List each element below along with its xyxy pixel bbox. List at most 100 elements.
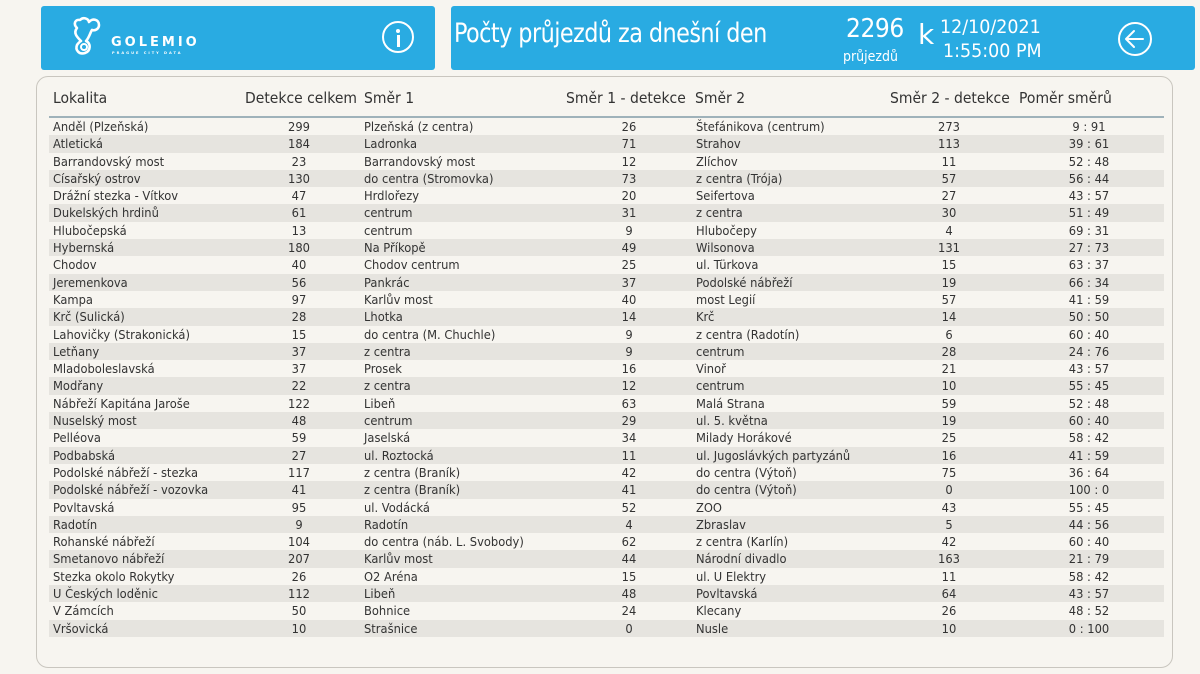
cell-smer-1-detekce: 31 [621,205,637,221]
table-row[interactable]: Nuselský most 48 centrum 29 ul. 5. května 19 6… [49,412,1164,430]
cell-smer-1: centrum [364,205,413,221]
cell-smer-1-detekce: 14 [621,309,637,325]
cell-smer-2-detekce: 11 [941,153,957,169]
cell-pomer-smeru: 24 : 76 [1068,343,1110,359]
cell-lokalita: Podbabská [53,447,116,463]
table-row[interactable]: Anděl (Plzeňská) 299 Plzeňská (z centra) 26… [49,118,1164,135]
table-row[interactable]: Modřany 22 z centra 12 centrum 10 55 : 45 [49,377,1164,395]
table-row[interactable]: Pelléova 59 Jaselská 34 Milady Horákové 25 58 … [49,429,1164,446]
cell-smer-1: Bohnice [364,603,411,619]
cell-smer-2-detekce: 131 [938,240,960,256]
table-row[interactable]: Podolské nábřeží - stezka 117 z centra (Br… [49,464,1164,481]
cell-lokalita: V Zámcích [53,603,114,619]
cell-smer-2: do centra (Výtoň) [696,464,797,480]
table-row[interactable]: V Zámcích 50 Bohnice 24 Klecany 26 48 : 52 [49,602,1164,619]
cell-lokalita: Radotín [53,516,98,532]
cell-smer-1-detekce: 9 [625,326,633,342]
cell-lokalita: Císařský ostrov [53,170,141,186]
cell-smer-2-detekce: 26 [941,603,957,619]
cell-smer-2-detekce: 19 [941,274,957,290]
cell-smer-2-detekce: 43 [941,499,957,515]
cell-smer-2-detekce: 273 [938,119,960,134]
cell-smer-2: Strahov [696,136,741,152]
cell-lokalita: Nábřeží Kapitána Jaroše [53,395,190,411]
cell-detekce-celkem: 130 [288,170,310,186]
cell-lokalita: Krč (Sulická) [53,309,125,325]
table-row[interactable]: Lahovičky (Strakonická) 15 do centra (M. C… [49,326,1164,343]
col-header-lokalita[interactable]: Lokalita [53,89,108,107]
col-header-smer-1[interactable]: Směr 1 [364,89,415,107]
cell-smer-2-detekce: 28 [941,343,957,359]
cell-detekce-celkem: 207 [288,551,310,567]
cell-smer-2-detekce: 6 [945,326,953,342]
cell-lokalita: Jeremenkova [53,274,128,290]
golemio-logo[interactable]: GOLEMIO PRAGUE CITY DATA [69,16,209,60]
table-row[interactable]: Nábřeží Kapitána Jaroše 122 Libeň 63 Malá St… [49,395,1164,412]
col-header-smer-2-detekce[interactable]: Směr 2 - detekce [890,89,1010,107]
cell-smer-1-detekce: 62 [621,534,637,550]
table-row[interactable]: Hlubočepská 13 centrum 9 Hlubočepy 4 69 : 31 [49,222,1164,239]
col-header-pomer-smeru[interactable]: Poměr směrů [1019,89,1112,107]
table-row[interactable]: Povltavská 95 ul. Vodácká 52 ZOO 43 55 : 45 [49,499,1164,516]
table-row[interactable]: Podbabská 27 ul. Roztocká 11 ul. Jugoslávkýc… [49,446,1164,464]
col-header-detekce-celkem[interactable]: Detekce celkem [245,89,358,107]
cell-smer-2: Národní divadlo [696,551,787,567]
cell-smer-1: Strašnice [364,620,418,636]
cell-smer-1: z centra (Braník) [364,464,461,480]
k-label: k [918,18,935,51]
table-row[interactable]: Jeremenkova 56 Pankrác 37 Podolské nábřeží 19… [49,273,1164,291]
table-row[interactable]: Smetanovo nábřeží 207 Karlův most 44 Národní… [49,550,1164,568]
cell-lokalita: Povltavská [53,499,115,515]
table-row[interactable]: Drážní stezka - Vítkov 47 Hrdlořezy 20 Seife… [49,187,1164,204]
cell-pomer-smeru: 21 : 79 [1068,551,1110,567]
cell-detekce-celkem: 47 [291,188,307,204]
cell-lokalita: Mladoboleslavská [53,361,155,377]
cell-detekce-celkem: 50 [291,603,307,619]
traffic-table: Lokalita Detekce celkem Směr 1 Směr 1 - … [49,77,1164,637]
info-button[interactable] [382,21,414,53]
table-row[interactable]: Kampa 97 Karlův most 40 most Legií 57 41 : 59 [49,291,1164,308]
table-row[interactable]: Dukelských hrdinů 61 centrum 31 z centra 30 51… [49,204,1164,222]
table-row[interactable]: U Českých loděnic 112 Libeň 48 Povltavská 64 4… [49,585,1164,603]
table-row[interactable]: Hybernská 180 Na Příkopě 49 Wilsonova 131 27 :… [49,239,1164,257]
cell-smer-1: Hrdlořezy [364,188,420,204]
cell-smer-1: do centra (náb. L. Svobody) [364,534,524,550]
table-row[interactable]: Chodov 40 Chodov centrum 25 ul. Türkova 15 63 … [49,256,1164,273]
table-row[interactable]: Podolské nábřeží - vozovka 41 z centra (Br… [49,481,1164,499]
cell-lokalita: Smetanovo nábřeží [53,551,165,567]
cell-detekce-celkem: 180 [288,240,310,256]
col-header-smer-1-detekce[interactable]: Směr 1 - detekce [566,89,686,107]
cell-smer-1-detekce: 63 [621,395,637,411]
cell-smer-1-detekce: 26 [621,119,637,134]
cell-smer-2-detekce: 30 [941,205,957,221]
cell-pomer-smeru: 27 : 73 [1068,240,1110,256]
cell-smer-2: Wilsonova [696,240,755,256]
col-header-smer-2[interactable]: Směr 2 [695,89,746,107]
cell-pomer-smeru: 43 : 57 [1068,361,1110,377]
table-row[interactable]: Atletická 184 Ladronka 71 Strahov 113 39 : 61 [49,135,1164,153]
cell-pomer-smeru: 66 : 34 [1068,274,1110,290]
cell-smer-1-detekce: 16 [621,361,637,377]
back-button[interactable] [1117,21,1153,57]
table-row[interactable]: Letňany 37 z centra 9 centrum 28 24 : 76 [49,342,1164,361]
table-row[interactable]: Barrandovský most 23 Barrandovský most 12 Zl… [49,153,1164,170]
cell-smer-2: ZOO [696,499,722,515]
table-row[interactable]: Krč (Sulická) 28 Lhotka 14 Krč 14 50 : 50 [49,308,1164,326]
table-row[interactable]: Vršovická 10 Strašnice 0 Nusle 10 0 : 100 [49,619,1164,637]
table-row[interactable]: Stezka okolo Rokytky 26 O2 Aréna 15 ul. U El… [49,568,1164,585]
table-row[interactable]: Rohanské nábřeží 104 do centra (náb. L. Sv… [49,533,1164,550]
cell-smer-1: z centra [364,378,411,394]
table-row[interactable]: Mladoboleslavská 37 Prosek 16 Vinoř 21 43 : 57 [49,360,1164,377]
cell-smer-1-detekce: 25 [621,257,637,273]
cell-smer-2-detekce: 0 [945,482,953,498]
cell-lokalita: Atletická [53,136,103,152]
table-row[interactable]: Císařský ostrov 130 do centra (Stromovka) 7… [49,169,1164,188]
cell-smer-2-detekce: 25 [941,430,957,446]
cell-smer-1-detekce: 11 [621,447,637,463]
cell-smer-2: Milady Horákové [696,430,792,446]
cell-pomer-smeru: 55 : 45 [1068,499,1110,515]
cell-smer-2-detekce: 4 [945,222,953,238]
table-row[interactable]: Radotín 9 Radotín 4 Zbraslav 5 44 : 56 [49,515,1164,534]
cell-detekce-celkem: 22 [291,378,307,394]
cell-pomer-smeru: 0 : 100 [1068,620,1110,636]
